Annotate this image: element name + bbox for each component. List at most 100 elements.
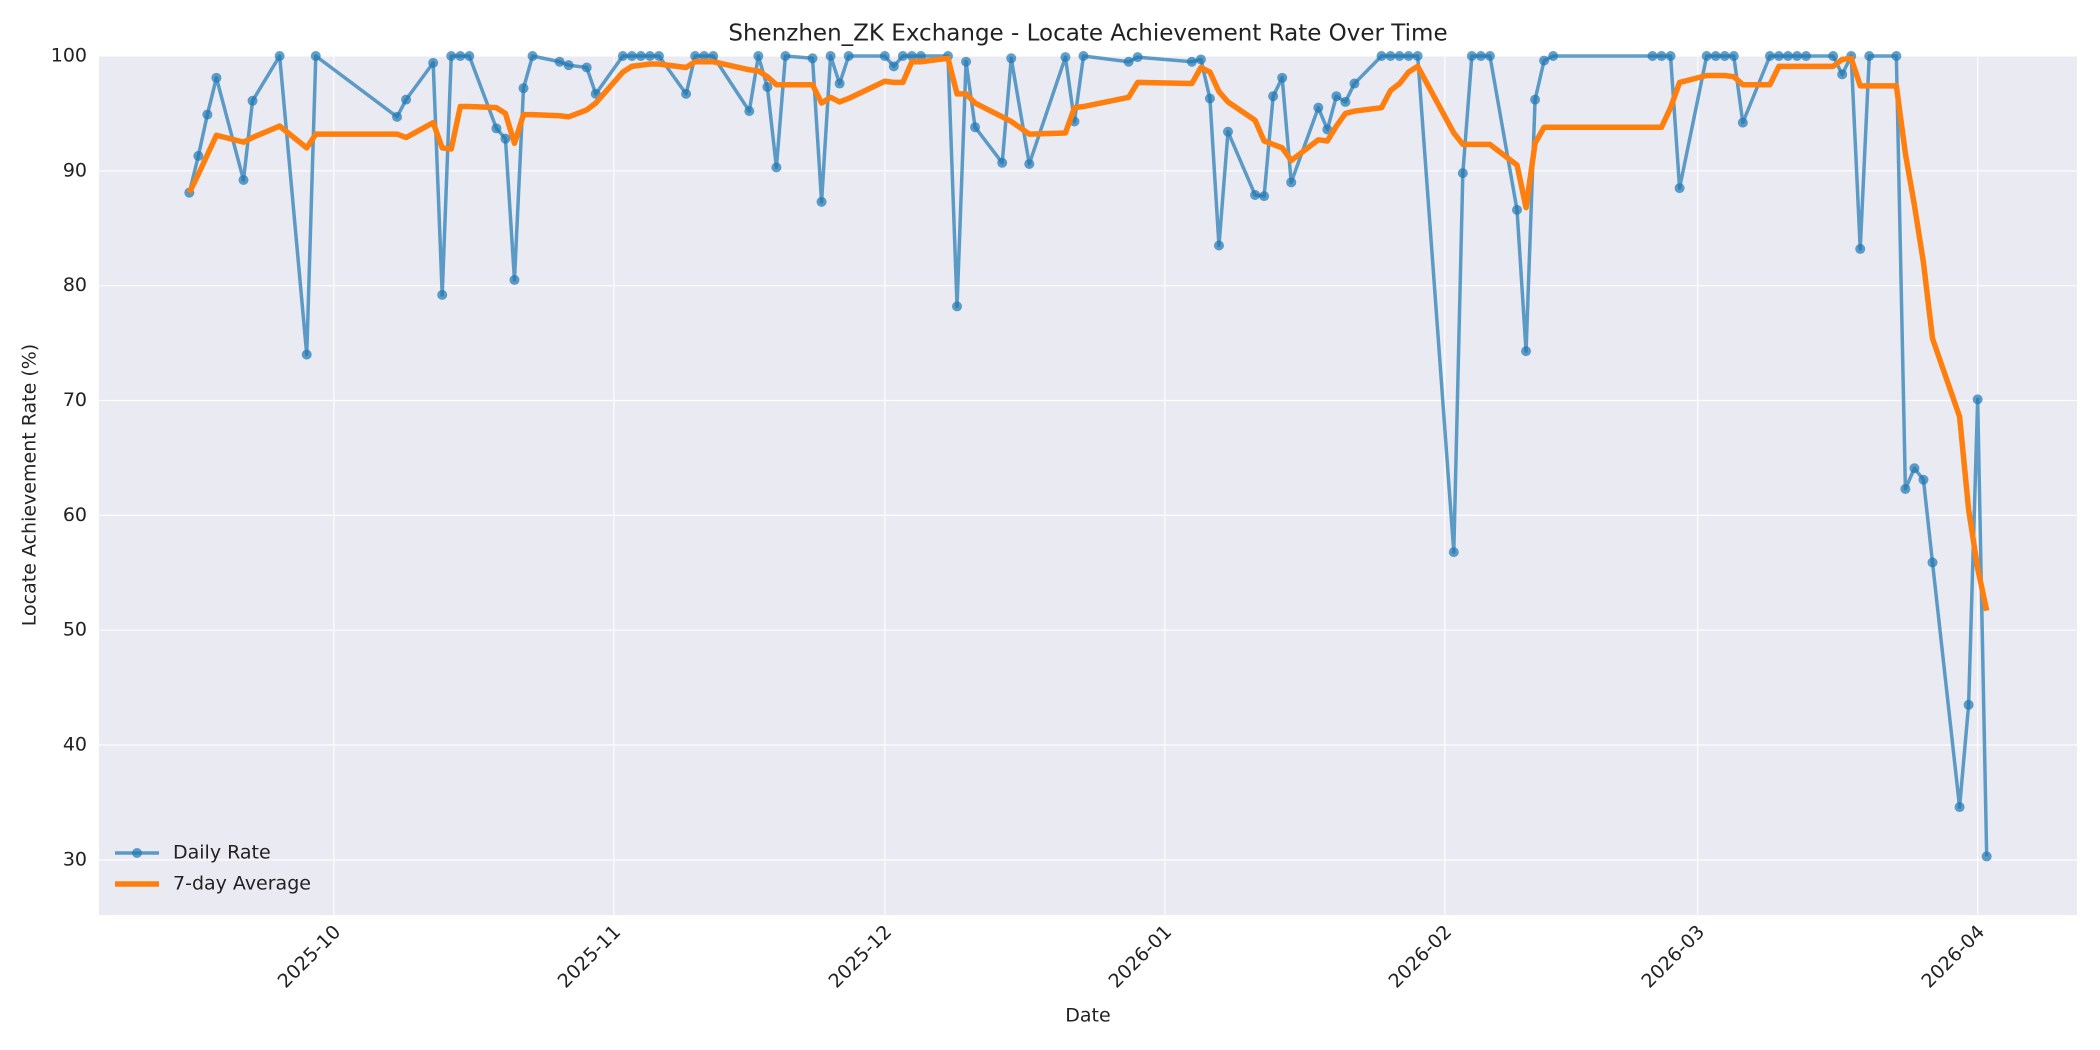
data-point bbox=[1277, 72, 1288, 83]
plot-area bbox=[99, 56, 2077, 915]
data-point bbox=[274, 51, 285, 61]
data-point bbox=[1530, 94, 1541, 105]
y-tick-label: 90 bbox=[63, 159, 87, 181]
y-tick-label: 60 bbox=[63, 504, 87, 526]
data-point bbox=[961, 56, 972, 67]
data-point bbox=[1340, 96, 1351, 107]
data-point bbox=[301, 349, 312, 360]
data-point bbox=[1475, 51, 1486, 61]
data-point bbox=[653, 51, 664, 61]
data-point bbox=[1213, 240, 1224, 251]
data-point bbox=[1349, 78, 1360, 89]
data-point bbox=[753, 51, 764, 61]
data-point bbox=[1006, 53, 1017, 64]
x-tick-label: 2026-04 bbox=[1917, 921, 1989, 993]
x-tick-label: 2025-11 bbox=[554, 921, 626, 993]
data-point bbox=[247, 95, 258, 106]
data-point bbox=[1259, 191, 1270, 202]
legend-marker bbox=[132, 848, 142, 858]
data-point bbox=[310, 51, 321, 61]
data-point bbox=[897, 51, 908, 61]
data-point bbox=[952, 301, 963, 312]
data-point bbox=[771, 162, 782, 173]
data-point bbox=[1981, 851, 1992, 862]
data-point bbox=[1457, 168, 1468, 179]
data-point bbox=[1250, 189, 1261, 200]
x-axis-label: Date bbox=[1065, 1005, 1110, 1027]
data-point bbox=[997, 157, 1008, 168]
data-point bbox=[437, 289, 448, 300]
data-point bbox=[906, 51, 917, 61]
data-point bbox=[1674, 183, 1685, 194]
data-point bbox=[1385, 51, 1396, 61]
data-point bbox=[563, 60, 574, 71]
chart-title: Shenzhen_ZK Exchange - Locate Achievemen… bbox=[728, 21, 1447, 47]
data-point bbox=[1900, 483, 1911, 494]
data-point bbox=[1512, 204, 1523, 215]
data-point bbox=[762, 82, 773, 93]
data-point bbox=[644, 51, 655, 61]
data-point bbox=[518, 83, 529, 94]
legend-label: Daily Rate bbox=[173, 842, 271, 864]
data-point bbox=[1078, 51, 1089, 61]
data-point bbox=[1466, 51, 1477, 61]
data-point bbox=[1972, 394, 1983, 405]
data-point bbox=[1204, 93, 1215, 104]
x-tick-label: 2026-02 bbox=[1384, 921, 1456, 993]
data-point bbox=[193, 150, 204, 161]
data-point bbox=[1710, 51, 1721, 61]
data-point bbox=[1792, 51, 1803, 61]
data-point bbox=[1773, 51, 1784, 61]
data-point bbox=[1909, 463, 1920, 474]
data-point bbox=[825, 51, 836, 61]
data-point bbox=[392, 111, 403, 122]
data-point bbox=[1701, 51, 1712, 61]
data-point bbox=[1484, 51, 1495, 61]
data-point bbox=[1837, 69, 1848, 80]
data-point bbox=[834, 78, 845, 89]
legend-label: 7-day Average bbox=[173, 873, 311, 895]
data-point bbox=[690, 51, 701, 61]
data-point bbox=[554, 56, 565, 67]
data-point bbox=[915, 51, 926, 61]
data-point bbox=[1313, 102, 1324, 113]
data-point bbox=[491, 123, 502, 134]
data-point bbox=[1647, 51, 1658, 61]
data-point bbox=[527, 51, 538, 61]
data-point bbox=[1132, 52, 1143, 63]
data-point bbox=[699, 51, 710, 61]
data-point bbox=[1656, 51, 1667, 61]
data-point bbox=[401, 94, 412, 105]
data-point bbox=[970, 122, 981, 133]
data-point bbox=[780, 51, 791, 61]
x-tick-label: 2025-12 bbox=[825, 921, 897, 993]
data-point bbox=[1024, 158, 1035, 169]
x-tick-label: 2026-01 bbox=[1105, 921, 1177, 993]
data-point bbox=[1186, 56, 1197, 67]
data-point bbox=[1891, 51, 1902, 61]
data-point bbox=[1539, 55, 1550, 66]
data-point bbox=[681, 88, 692, 99]
data-point bbox=[455, 51, 466, 61]
data-point bbox=[1719, 51, 1730, 61]
series-line bbox=[186, 55, 1990, 612]
data-point bbox=[1123, 56, 1134, 67]
data-point bbox=[1927, 557, 1938, 568]
y-tick-label: 80 bbox=[63, 274, 87, 296]
data-point bbox=[1665, 51, 1676, 61]
data-point bbox=[581, 62, 592, 73]
y-tick-label: 70 bbox=[63, 389, 87, 411]
y-axis-label: Locate Achievement Rate (%) bbox=[19, 344, 41, 626]
data-point bbox=[446, 51, 457, 61]
data-point bbox=[1222, 126, 1233, 137]
data-point bbox=[816, 196, 827, 207]
data-point bbox=[1448, 547, 1459, 558]
data-point bbox=[1828, 51, 1839, 61]
data-point bbox=[1548, 51, 1559, 61]
data-point bbox=[1764, 51, 1775, 61]
y-tick-label: 50 bbox=[63, 619, 87, 641]
y-tick-label: 40 bbox=[63, 734, 87, 756]
data-point bbox=[1268, 91, 1279, 102]
data-point bbox=[211, 72, 222, 83]
